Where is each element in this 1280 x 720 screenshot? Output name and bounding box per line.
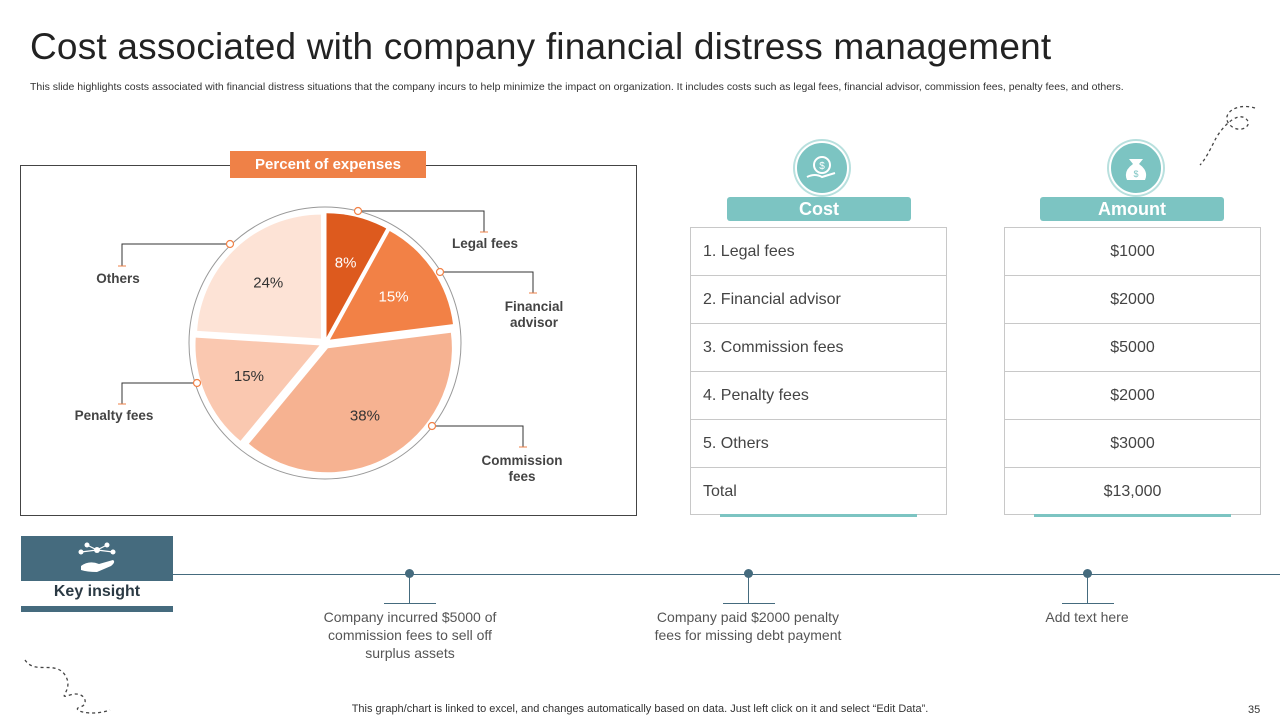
amount-column-header: Amount — [1040, 197, 1224, 221]
pie-slice-others[interactable] — [197, 214, 321, 339]
timeline-dot — [744, 569, 753, 578]
callout-label: Legal fees — [452, 236, 518, 251]
timeline-stem — [1087, 575, 1088, 603]
key-insight-label: Key insight — [53, 583, 141, 600]
callout-line — [358, 210, 485, 232]
pie-slice-legal-fees[interactable] — [326, 213, 387, 338]
callout-label: fees — [508, 469, 535, 484]
table-row: $2000 — [1005, 372, 1260, 420]
table-row: $2000 — [1005, 276, 1260, 324]
table-row: 4. Penalty fees — [691, 372, 946, 420]
table-row: 5. Others — [691, 420, 946, 468]
chart-title: Percent of expenses — [230, 151, 426, 178]
svg-text:$: $ — [819, 161, 825, 172]
callout-dot — [353, 206, 363, 216]
callout-dot — [192, 378, 202, 388]
insight-text: Company paid $2000 penalty fees for miss… — [654, 609, 842, 643]
table-row: Total — [703, 483, 737, 500]
table-row: 1. Legal fees — [691, 228, 946, 276]
table-row: $1000 — [1005, 228, 1260, 276]
timeline-stem — [409, 575, 410, 603]
pie-data-label: 15% — [234, 368, 264, 385]
callout-dot — [225, 239, 235, 249]
pie-data-label: 38% — [350, 408, 380, 425]
money-hand-icon: $ — [795, 141, 849, 195]
table-row: 2. Financial advisor — [691, 276, 946, 324]
timeline-dot — [1083, 569, 1092, 578]
pie-data-label: 8% — [335, 255, 357, 272]
callout-line — [432, 425, 524, 447]
page-subtitle: This slide highlights costs associated w… — [30, 81, 1124, 93]
footer-note: This graph/chart is linked to excel, and… — [351, 703, 929, 715]
timeline-base — [384, 603, 436, 604]
cost-column-header: Cost — [727, 197, 911, 221]
timeline-base — [723, 603, 775, 604]
timeline-stem — [748, 575, 749, 603]
cost-table-underline — [720, 514, 917, 517]
pie-data-label: 15% — [379, 288, 409, 305]
table-row: $13,000 — [1103, 483, 1162, 500]
doodle-swirl-top-icon — [1199, 105, 1256, 166]
callout-label: Commission — [481, 453, 562, 468]
key-insight-underline — [21, 606, 173, 612]
pie-outer-ring — [188, 206, 462, 480]
callout-label: Others — [96, 271, 140, 286]
timeline-base — [1062, 603, 1114, 604]
callout-dot — [435, 267, 445, 277]
timeline-line — [173, 574, 1280, 575]
hand-network-icon — [78, 542, 116, 572]
doodle-swirl-bottom-icon — [24, 659, 111, 714]
page-number: 35 — [1248, 704, 1261, 716]
callout-line — [121, 382, 197, 404]
amount-table-underline — [1034, 514, 1231, 517]
callout-line — [121, 243, 230, 266]
amount-table: $1000 $2000 $5000 $2000 $3000 $13,000 — [1004, 227, 1261, 515]
table-row: $5000 — [1005, 324, 1260, 372]
callout-label: Penalty fees — [75, 408, 154, 423]
insight-icon-box — [21, 536, 173, 581]
money-bag-icon: $ — [1109, 141, 1163, 195]
svg-text:$: $ — [1133, 169, 1138, 179]
insight-text: Add text here — [1045, 609, 1129, 625]
cost-table: 1. Legal fees 2. Financial advisor 3. Co… — [690, 227, 947, 515]
table-row: 3. Commission fees — [691, 324, 946, 372]
callout-dot — [427, 421, 437, 431]
table-row: $3000 — [1005, 420, 1260, 468]
pie-data-label: 24% — [253, 275, 283, 292]
pie-slice-penalty-fees[interactable] — [195, 337, 320, 441]
page-title: Cost associated with company financial d… — [30, 26, 1052, 67]
pie-slice-financial-advisor[interactable] — [329, 230, 453, 340]
callout-label: advisor — [510, 315, 559, 330]
pie-slice-commission-fees[interactable] — [248, 332, 452, 473]
timeline-dot — [405, 569, 414, 578]
callout-line — [440, 271, 534, 293]
callout-label: Financial — [505, 299, 564, 314]
insight-text: Company incurred $5000 of commission fee… — [323, 609, 497, 661]
